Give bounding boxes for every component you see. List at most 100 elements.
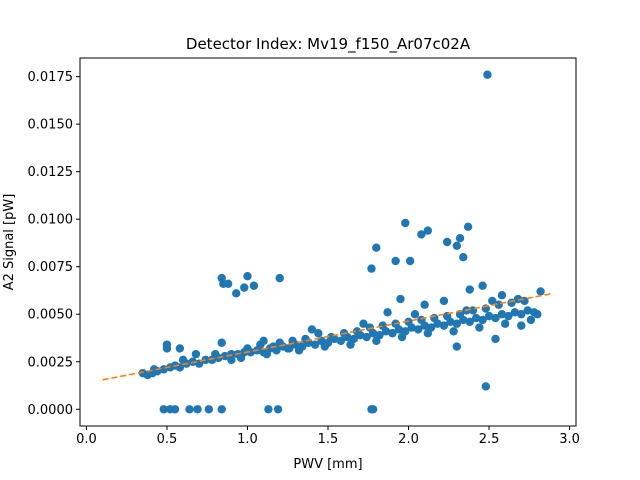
y-tick-label: 0.0175 (28, 70, 74, 85)
data-point (273, 405, 283, 414)
data-point (310, 340, 320, 349)
data-point (362, 332, 371, 342)
fit-line-layer (102, 292, 554, 381)
data-point (232, 289, 241, 298)
data-point (510, 308, 520, 317)
data-point (220, 351, 230, 361)
chart-title: Detector Index: Mv19_f150_Ar07c02A (186, 35, 471, 54)
data-point (336, 336, 346, 346)
data-point (513, 294, 523, 304)
x-tick-label: 2.0 (398, 432, 419, 447)
data-point (497, 310, 507, 319)
y-axis-label: A2 Signal [pW] (2, 194, 17, 291)
data-point (478, 281, 487, 290)
data-point (359, 319, 368, 328)
data-point (275, 273, 284, 283)
x-tick-label: 0.0 (76, 432, 97, 447)
data-point (459, 253, 468, 262)
data-point (352, 327, 362, 336)
data-point (452, 319, 462, 328)
y-tick-label: 0.0000 (28, 403, 74, 418)
data-point (439, 296, 449, 306)
plot-area (79, 57, 577, 427)
data-point (471, 313, 481, 323)
data-point (533, 310, 542, 319)
data-point (455, 233, 465, 243)
data-point (178, 355, 188, 365)
data-point (259, 336, 268, 346)
x-tick-label: 0.5 (157, 432, 178, 447)
fit-line (102, 292, 554, 381)
data-point (413, 325, 423, 334)
x-axis-ticks: 0.0 0.5 1.0 1.5 2.0 2.5 3.0 (76, 426, 580, 447)
data-point (449, 327, 458, 336)
data-point (397, 332, 407, 342)
y-tick-label: 0.0125 (28, 165, 74, 180)
x-tick-label: 3.0 (559, 432, 580, 447)
data-point (193, 405, 202, 414)
data-point (372, 243, 381, 252)
data-point (243, 272, 252, 281)
data-point (162, 340, 172, 349)
y-tick-label: 0.0025 (28, 355, 74, 370)
data-point (288, 336, 297, 346)
data-point (175, 344, 185, 353)
data-point (191, 349, 201, 359)
x-tick-label: 1.0 (237, 432, 258, 447)
data-point (491, 313, 500, 323)
data-point (170, 405, 180, 414)
data-point (439, 321, 449, 330)
data-point (526, 315, 536, 325)
data-point (401, 218, 410, 228)
data-point (367, 264, 376, 273)
data-points (138, 70, 545, 414)
data-point (517, 321, 526, 330)
data-point (483, 70, 492, 79)
x-tick-label: 2.5 (479, 432, 500, 447)
data-point (417, 230, 426, 239)
data-point (378, 321, 387, 330)
data-point (243, 344, 252, 353)
data-point (465, 317, 474, 327)
data-point (536, 287, 545, 296)
x-axis-label: PWV [mm] (293, 457, 362, 472)
data-point (504, 311, 513, 321)
data-point (149, 365, 159, 374)
data-point (396, 294, 405, 304)
data-point (481, 382, 491, 391)
data-point (497, 291, 507, 300)
y-tick-label: 0.0100 (28, 213, 74, 228)
data-point (365, 323, 375, 332)
data-point (264, 405, 273, 414)
data-point (463, 222, 473, 231)
data-point (488, 296, 497, 306)
y-tick-label: 0.0150 (28, 118, 74, 133)
data-point (217, 338, 226, 347)
data-point (452, 342, 462, 351)
data-point (283, 344, 292, 353)
data-point (314, 329, 323, 338)
data-point (383, 308, 392, 317)
y-tick-label: 0.0075 (28, 260, 74, 275)
x-tick-label: 1.5 (318, 432, 339, 447)
data-point (475, 323, 484, 332)
data-point (236, 353, 246, 363)
data-point (307, 325, 317, 334)
data-point (185, 405, 194, 414)
y-axis-ticks: 0.0000 0.0025 0.0050 0.0075 0.0100 0.0125 0.01… (28, 70, 80, 418)
data-point (211, 349, 220, 359)
data-point (262, 349, 272, 359)
data-point (517, 310, 526, 319)
data-point (423, 226, 433, 235)
data-point (405, 256, 415, 266)
data-point (320, 342, 329, 351)
data-point (249, 281, 259, 290)
data-point (430, 313, 439, 323)
data-point (204, 405, 214, 414)
data-point (240, 283, 249, 292)
data-point (223, 279, 233, 289)
data-point (523, 306, 532, 315)
data-point (388, 329, 397, 338)
y-tick-label: 0.0050 (28, 308, 74, 323)
